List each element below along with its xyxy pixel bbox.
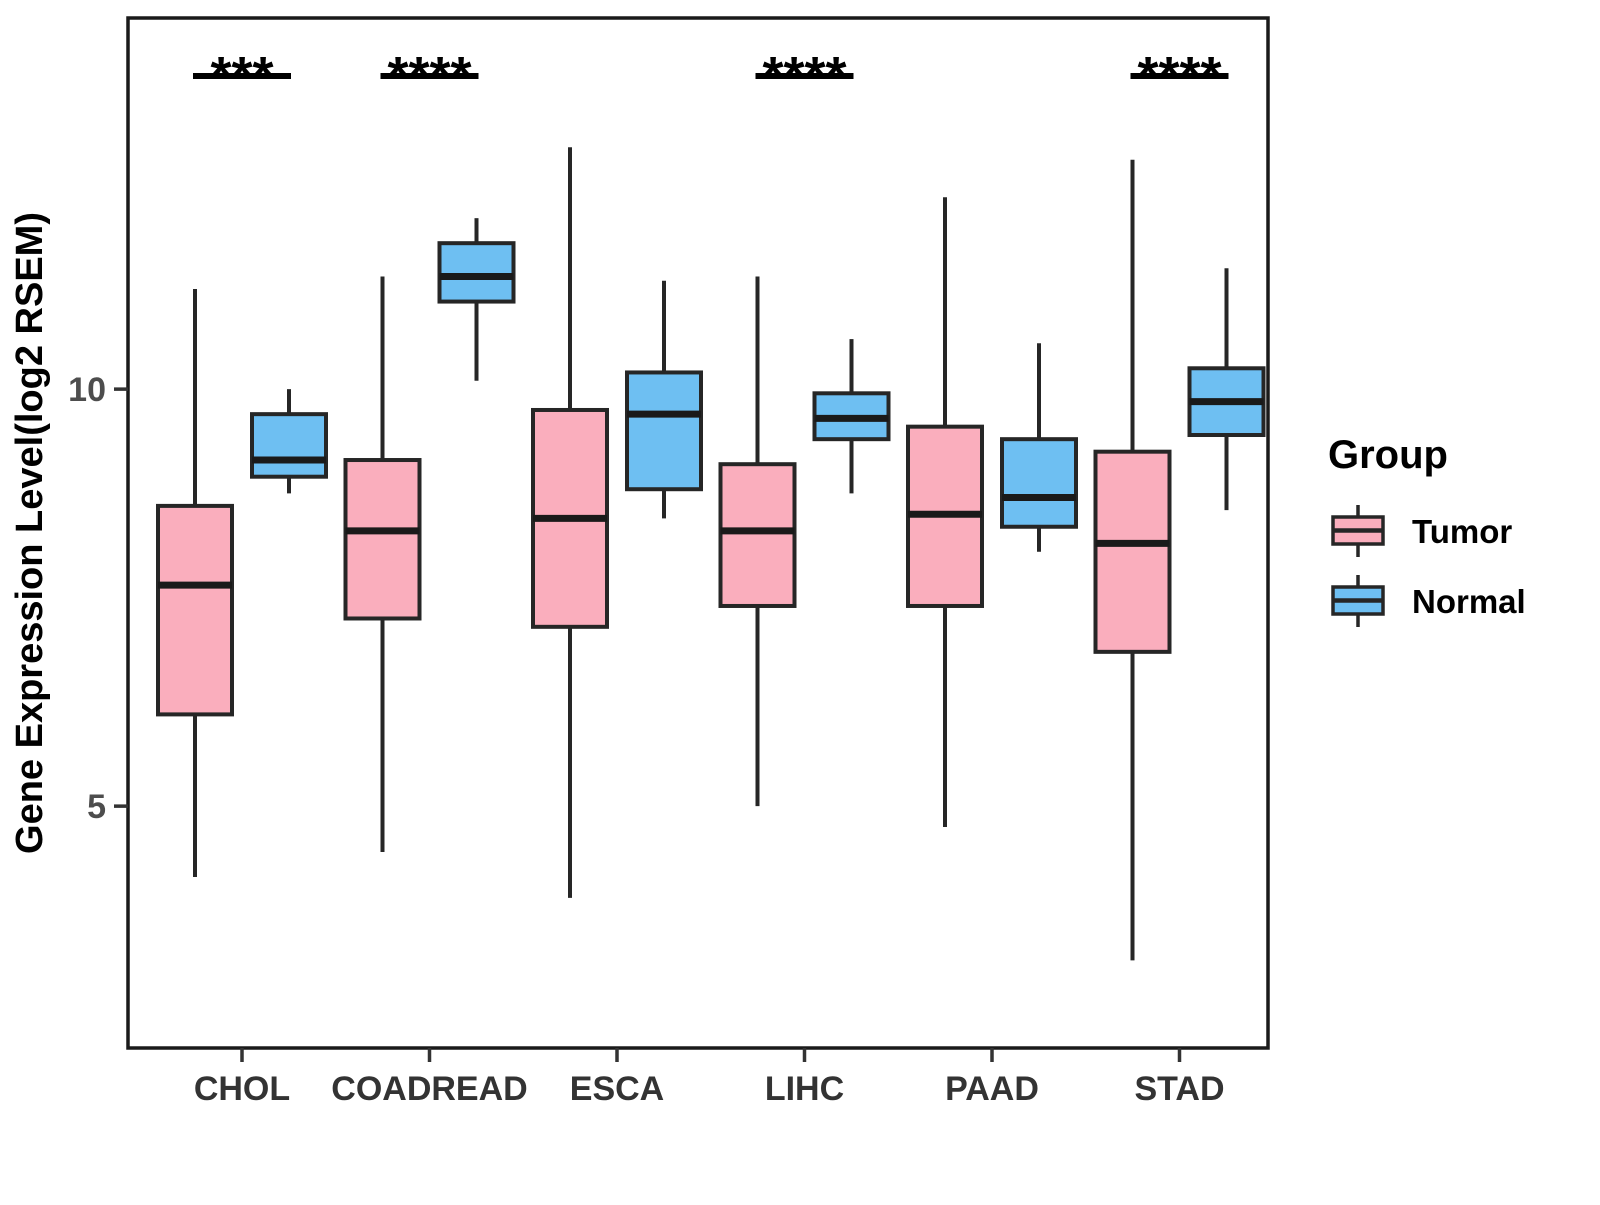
boxes-layer	[156, 241, 1266, 717]
box-COADREAD-Normal	[437, 241, 516, 304]
normal-boxplot-key-icon	[1331, 575, 1385, 627]
sig-label-COADREAD: ****	[387, 46, 471, 106]
box-CHOL-Tumor	[156, 503, 234, 717]
x-tick-label-PAAD: PAAD	[945, 1070, 1039, 1108]
x-tick-label-ESCA: ESCA	[570, 1070, 664, 1108]
legend-entry-tumor: Tumor	[1331, 505, 1512, 557]
y-tick-label-10: 10	[68, 371, 106, 409]
box-CHOL-Normal	[250, 412, 328, 479]
legend-label-tumor: Tumor	[1412, 513, 1512, 550]
sig-label-CHOL: ***	[210, 46, 273, 106]
sig-label-LIHC: ****	[762, 46, 846, 106]
y-tick-label-5: 5	[87, 788, 106, 826]
legend-entry-normal: Normal	[1331, 575, 1526, 627]
legend: Group Tumor Normal	[1328, 433, 1526, 627]
y-axis: 10 5	[68, 371, 128, 826]
significance-annotations: *** **** **** ****	[193, 46, 1229, 106]
sig-label-STAD: ****	[1137, 46, 1221, 106]
box-STAD-Tumor	[1093, 449, 1172, 654]
box-COADREAD-Tumor	[343, 458, 422, 621]
y-axis-title: Gene Expression Level(log2 RSEM)	[9, 212, 51, 854]
x-axis: CHOL COADREAD ESCA LIHC PAAD STAD	[194, 1048, 1225, 1108]
x-tick-label-LIHC: LIHC	[765, 1070, 844, 1108]
x-tick-label-STAD: STAD	[1134, 1070, 1224, 1108]
box-ESCA-Normal	[625, 370, 703, 492]
legend-title: Group	[1328, 433, 1448, 477]
box-PAAD-Normal	[1000, 437, 1078, 529]
tumor-boxplot-key-icon	[1331, 505, 1385, 557]
x-tick-label-COADREAD: COADREAD	[331, 1070, 527, 1108]
plot-panel	[126, 16, 1270, 1050]
legend-label-normal: Normal	[1412, 583, 1526, 620]
x-tick-label-CHOL: CHOL	[194, 1070, 290, 1108]
whiskers-layer	[193, 147, 1229, 961]
box-LIHC-Tumor	[718, 462, 797, 608]
